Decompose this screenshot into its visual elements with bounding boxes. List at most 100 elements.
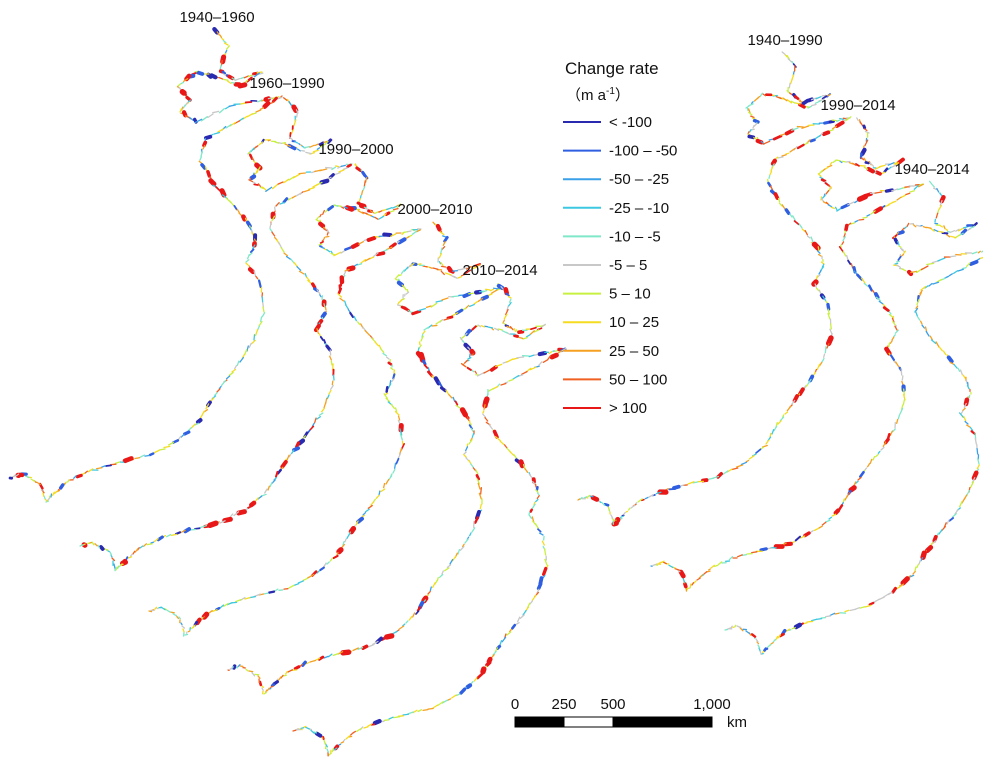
coast-segment: [780, 203, 782, 206]
coast-segment: [543, 360, 547, 362]
coast-segment: [235, 366, 237, 369]
coast-segment: [276, 203, 279, 206]
coast-segment: [363, 646, 367, 648]
coast-segment: [445, 237, 448, 241]
coast-segment: [195, 528, 200, 529]
coast-segment: [53, 492, 55, 495]
coast-segment: [195, 71, 197, 72]
coast-segment: [441, 248, 442, 254]
period-label: 2010–2014: [462, 262, 537, 279]
coast-segment: [867, 215, 870, 216]
coast-segment: [184, 92, 186, 95]
coast-segment: [461, 689, 465, 693]
coast-segment: [898, 415, 899, 419]
coast-segment: [330, 356, 332, 360]
coast-segment: [464, 455, 467, 458]
coast-segment: [396, 275, 399, 278]
coast-segment: [780, 417, 783, 421]
coast-segment: [505, 382, 508, 383]
coast-segment: [826, 520, 830, 522]
coast-segment: [786, 153, 789, 154]
coast-segment: [492, 367, 496, 370]
coast-segment: [271, 686, 273, 687]
coast-segment: [832, 514, 835, 516]
coast-segment: [825, 347, 826, 353]
coast-segment: [869, 169, 873, 171]
coast-segment: [772, 430, 774, 434]
coast-segment: [481, 326, 484, 327]
coast-segment: [446, 273, 451, 275]
coast-segment: [320, 169, 327, 171]
coast-segment: [898, 242, 899, 245]
coast-segment: [483, 414, 486, 417]
coast-segment: [864, 283, 868, 286]
coast-segment: [828, 205, 831, 207]
coast-segment: [889, 343, 890, 347]
coast-segment: [386, 398, 390, 401]
coast-segment: [507, 632, 511, 635]
coast-segment: [864, 158, 866, 161]
coast-segment: [890, 431, 892, 435]
coast-segment: [741, 462, 746, 464]
coast-segment: [843, 161, 846, 162]
coast-segment: [977, 449, 978, 454]
coast-segment: [442, 388, 446, 391]
coast-segment: [432, 325, 437, 326]
coast-segment: [320, 214, 321, 216]
coast-segment: [259, 322, 262, 326]
coast-segment: [862, 150, 864, 154]
coast-segment: [350, 313, 353, 317]
coast-segment: [861, 158, 863, 160]
coast-segment: [155, 450, 159, 452]
coast-segment: [865, 129, 867, 131]
coast-segment: [421, 355, 423, 360]
coast-segment: [317, 217, 319, 219]
coast-segment: [782, 205, 785, 210]
coast-segment: [458, 550, 459, 554]
coast-segment: [220, 35, 221, 37]
period-label: 1990–2014: [820, 97, 895, 114]
coast-segment: [530, 516, 532, 519]
coast-segment: [484, 370, 490, 373]
coast-segment: [817, 288, 819, 290]
coast-segment: [902, 269, 906, 271]
coast-segment: [645, 497, 648, 498]
coast-segment: [298, 149, 301, 151]
coast-segment: [447, 565, 450, 567]
coast-segment: [874, 599, 879, 602]
coast-segment: [250, 269, 253, 272]
coast-segment: [771, 167, 773, 171]
coast-segment: [202, 165, 205, 168]
coast-segment: [282, 462, 285, 467]
coast-segment: [544, 568, 546, 574]
coast-segment: [876, 455, 878, 457]
coast-segment: [848, 261, 850, 264]
coast-segment: [438, 226, 440, 229]
coast-segment: [322, 240, 323, 241]
coast-segment: [823, 196, 825, 198]
coast-segment: [256, 276, 258, 278]
coast-segment: [330, 558, 332, 561]
coast-segment: [265, 489, 267, 493]
legend-label: -5 – 5: [609, 257, 647, 274]
period-label: 1990–2000: [318, 141, 393, 158]
coast-segment: [502, 637, 505, 641]
coast-segment: [786, 210, 788, 213]
coast-segment: [539, 362, 542, 365]
coast-segment: [295, 142, 297, 143]
coast-segment: [359, 242, 363, 244]
coast-segment: [773, 161, 775, 164]
coast-segment: [188, 631, 189, 632]
coast-segment: [752, 634, 755, 636]
coast-segment: [144, 544, 147, 547]
coast-segment: [769, 176, 770, 179]
coast-segment: [287, 257, 291, 260]
coast-segment: [822, 95, 825, 96]
coast-segment: [254, 184, 258, 185]
coast-segment: [480, 505, 481, 509]
coast-segment: [251, 503, 254, 505]
coast-segment: [770, 172, 772, 175]
coast-segment: [258, 184, 260, 187]
coast-segment: [751, 116, 754, 117]
coast-segment: [749, 136, 753, 137]
